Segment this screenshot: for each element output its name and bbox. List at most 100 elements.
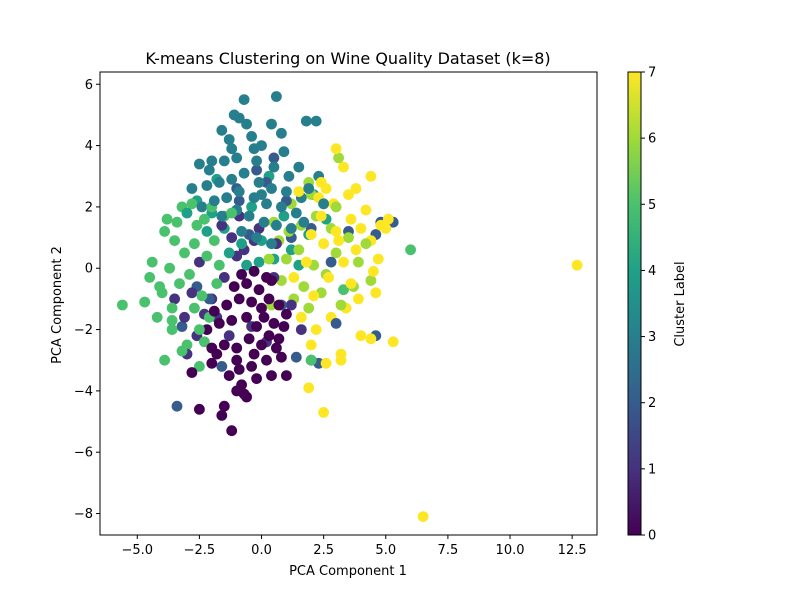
data-point-cluster-1 [216,219,228,231]
data-point-cluster-7 [355,330,367,342]
data-point-cluster-7 [360,204,372,216]
data-point-cluster-7 [338,161,349,173]
x-tick-label: 7.5 [438,543,459,558]
colorbar-tick-label: 3 [648,330,656,345]
data-point-cluster-3 [216,210,228,222]
data-point-cluster-7 [288,272,300,283]
data-point-cluster-3 [283,170,295,182]
data-point-cluster-3 [318,198,329,210]
data-point-cluster-3 [238,167,250,179]
data-point-cluster-3 [285,223,297,234]
data-point-cluster-0 [251,373,262,384]
data-point-cluster-5 [151,311,163,323]
data-point-cluster-0 [243,333,255,345]
data-point-cluster-0 [251,321,262,332]
x-tick-label: 12.5 [558,543,587,558]
data-point-cluster-3 [236,226,248,237]
data-point-cluster-5 [159,354,171,366]
x-axis-label: PCA Component 1 [289,564,407,579]
data-point-cluster-0 [233,364,245,375]
data-point-cluster-5 [199,336,210,348]
data-point-cluster-7 [330,226,342,237]
data-point-cluster-7 [330,143,342,155]
data-point-cluster-2 [330,318,342,329]
data-point-cluster-6 [263,253,275,265]
data-point-cluster-3 [271,219,282,231]
data-point-cluster-6 [298,281,310,292]
data-point-cluster-4 [236,238,248,250]
data-point-cluster-3 [276,201,287,213]
data-point-cluster-0 [216,410,228,421]
data-point-cluster-0 [223,370,235,381]
data-point-cluster-4 [246,201,257,213]
colorbar-tick-label: 2 [648,396,656,411]
data-point-cluster-3 [246,131,257,142]
data-point-cluster-2 [325,256,337,268]
data-point-cluster-5 [194,361,205,372]
data-point-cluster-3 [201,180,213,191]
colorbar-tick-label: 4 [648,264,656,279]
data-point-cluster-3 [233,112,245,124]
data-point-cluster-5 [194,324,205,335]
data-point-cluster-0 [263,293,275,305]
data-point-cluster-7 [375,219,387,231]
data-point-cluster-7 [345,213,357,225]
colorbar-tick-label: 6 [648,132,656,147]
data-point-cluster-7 [368,265,379,277]
data-point-cluster-3 [251,232,262,244]
x-tick-label: 10.0 [496,543,525,558]
data-point-cluster-0 [281,308,292,320]
data-point-cluster-7 [308,290,320,302]
data-point-cluster-0 [263,330,275,342]
data-point-cluster-3 [206,155,218,167]
data-point-cluster-3 [233,186,245,198]
data-point-cluster-5 [211,278,223,289]
x-tick-label: −2.5 [184,543,216,558]
data-point-cluster-0 [273,299,285,311]
data-point-cluster-3 [231,152,243,164]
data-point-cluster-0 [228,281,240,292]
data-point-cluster-6 [303,302,315,314]
data-point-cluster-0 [194,403,205,415]
data-point-cluster-5 [201,250,213,262]
data-point-cluster-0 [256,302,267,314]
data-point-cluster-7 [305,339,317,351]
data-point-cluster-0 [226,315,238,326]
data-point-cluster-7 [571,259,583,271]
data-point-cluster-7 [350,183,362,194]
data-point-cluster-7 [318,407,329,418]
x-tick-label: 5.0 [375,543,396,558]
data-point-cluster-7 [350,244,362,256]
colorbar-gradient [627,71,642,536]
data-point-cluster-3 [194,158,205,170]
data-point-cluster-0 [248,348,260,360]
data-point-cluster-6 [293,244,305,256]
y-tick-label: 2 [85,200,93,215]
data-point-cluster-5 [144,272,156,283]
data-point-cluster-0 [253,284,265,296]
data-point-cluster-5 [338,284,349,296]
data-point-cluster-0 [201,324,213,335]
data-point-cluster-0 [248,265,260,277]
x-tick-label: 2.5 [313,543,334,558]
data-point-cluster-5 [171,216,183,228]
data-point-cluster-0 [218,400,230,412]
data-point-cluster-4 [181,207,193,219]
y-axis-label: PCA Component 2 [50,246,65,364]
data-point-cluster-6 [353,256,364,268]
data-point-cluster-7 [365,333,377,345]
data-point-cluster-7 [343,189,354,201]
data-point-cluster-3 [281,186,292,198]
data-point-cluster-0 [241,311,253,323]
data-point-cluster-4 [285,244,297,256]
y-tick-label: −2 [74,323,93,338]
data-point-cluster-3 [271,91,282,102]
data-point-cluster-5 [179,247,190,259]
data-point-cluster-3 [300,115,312,127]
data-point-cluster-3 [266,238,277,250]
data-point-cluster-3 [266,183,277,194]
x-tick-label: 0.0 [251,543,272,558]
data-point-cluster-2 [290,351,302,363]
data-point-cluster-3 [196,201,208,213]
